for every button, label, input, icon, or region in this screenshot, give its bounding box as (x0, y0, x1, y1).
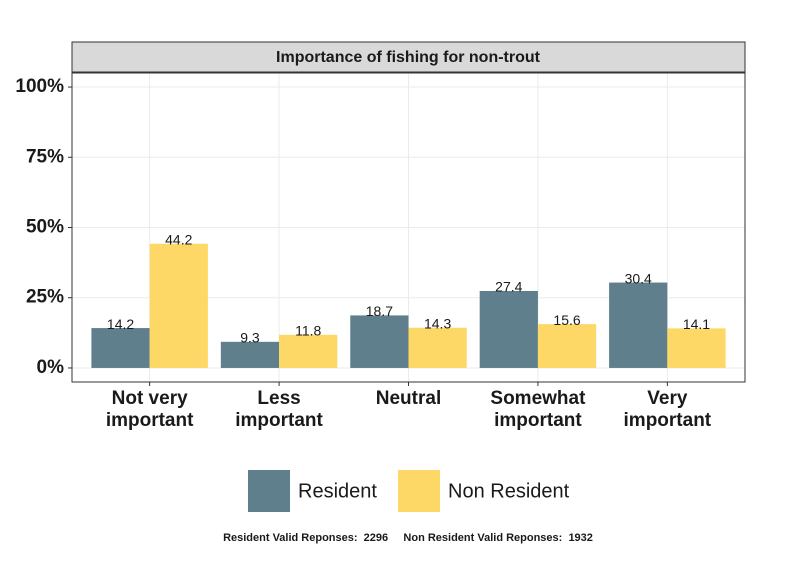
bar (149, 243, 208, 368)
bar (279, 334, 338, 368)
y-tick-label: 0% (37, 357, 65, 378)
legend-label: Resident (298, 480, 377, 502)
value-label: 14.2 (107, 316, 134, 332)
y-tick-label: 75% (26, 146, 64, 167)
value-label: 14.3 (424, 315, 451, 331)
value-label: 14.1 (683, 316, 710, 332)
y-tick-label: 25% (26, 287, 64, 308)
bar (408, 327, 467, 368)
legend-key (248, 470, 290, 512)
x-tick-label: Less important (235, 388, 323, 431)
y-tick-label: 50% (26, 217, 64, 238)
value-label: 9.3 (240, 330, 260, 346)
caption: Resident Valid Reponses: 2296 Non Reside… (223, 532, 593, 544)
bar (91, 328, 150, 368)
bar (220, 341, 280, 368)
value-label: 30.4 (625, 270, 652, 286)
bar (667, 328, 726, 368)
legend-label: Non Resident (448, 480, 570, 502)
value-label: 15.6 (553, 312, 580, 328)
y-tick-label: 100% (15, 76, 64, 97)
facet-strip (71, 41, 746, 73)
x-tick-label: Not very important (105, 388, 194, 431)
value-label: 44.2 (165, 231, 192, 247)
value-label: 18.7 (366, 303, 393, 319)
chart-title: Importance of fishing for non-trout (276, 49, 541, 66)
legend-key (398, 470, 440, 512)
bar (479, 290, 538, 368)
x-tick-label: Neutral (375, 388, 442, 409)
bar (350, 315, 409, 368)
x-tick-label: Very important (623, 388, 712, 431)
value-label: 11.8 (295, 323, 321, 339)
panel-border (71, 72, 746, 383)
bar (609, 282, 668, 368)
bar (537, 324, 597, 368)
x-tick-label: Somewhat important (490, 388, 586, 431)
value-label: 27.4 (495, 279, 522, 295)
